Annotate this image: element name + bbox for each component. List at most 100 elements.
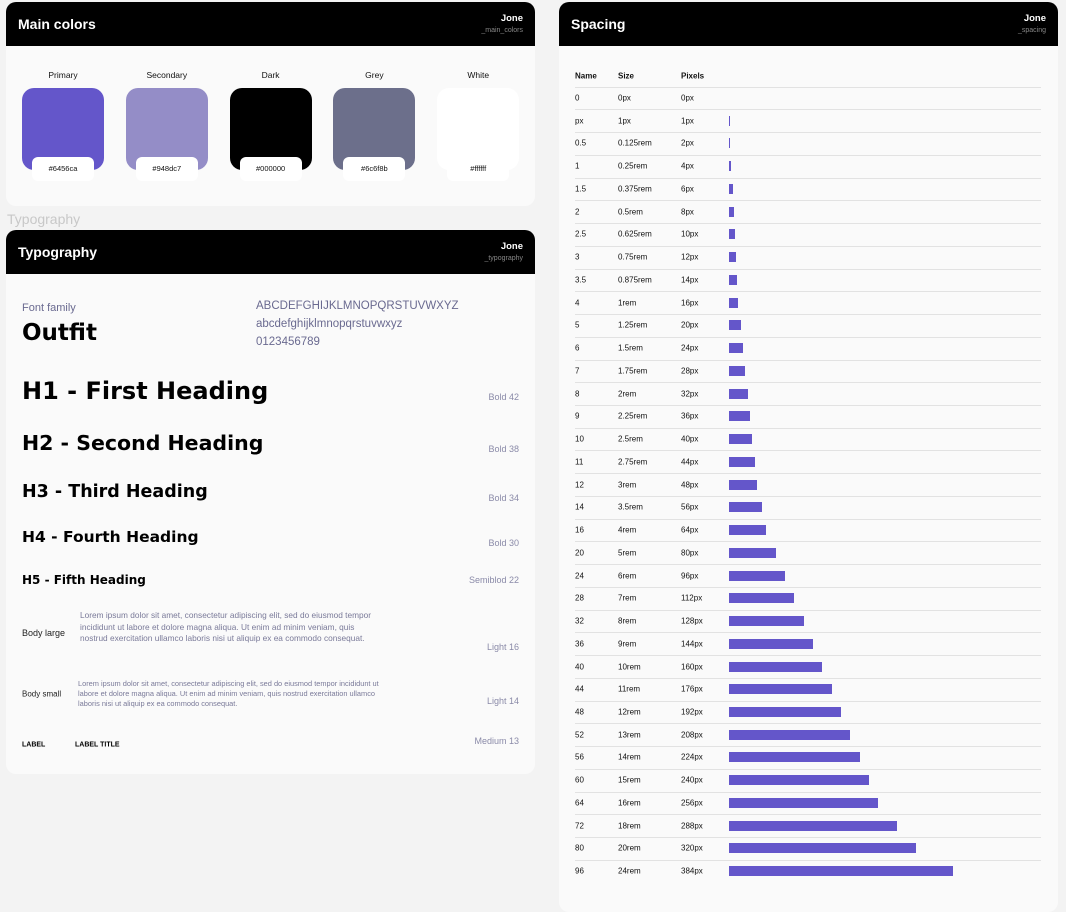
digits: 0123456789 — [256, 336, 320, 348]
swatch-hex: #ffffff — [447, 157, 510, 181]
spacing-bar — [729, 183, 733, 194]
spacing-bar — [729, 866, 953, 877]
section-label: Typography — [7, 211, 81, 227]
cell-name: 12 — [575, 480, 584, 490]
cell-size: 0.375rem — [618, 184, 652, 194]
swatch — [333, 88, 416, 170]
cell-size: 5rem — [618, 548, 637, 558]
cell-pixels: 44px — [681, 457, 699, 467]
cell-name: 24 — [575, 571, 584, 581]
cell-pixels: 6px — [681, 184, 694, 194]
spacing-bar — [729, 797, 879, 808]
cell-size: 1px — [618, 116, 631, 126]
cell-name: 5 — [575, 320, 580, 330]
cell-pixels: 2px — [681, 138, 694, 148]
body-text: Lorem ipsum dolor sit amet, consectetur … — [78, 679, 379, 708]
card-slug: _main_colors — [481, 27, 523, 34]
card-user: Jone — [500, 241, 523, 252]
card-header: Typography Jone _typography — [6, 230, 535, 274]
swatch-hex: #6456ca — [32, 157, 94, 181]
spacing-bar — [729, 388, 748, 399]
spacing-bar — [729, 684, 832, 695]
cell-pixels: 192px — [681, 707, 703, 717]
spacing-bar — [729, 593, 795, 604]
spacing-bar — [729, 229, 735, 240]
spacing-bar — [729, 479, 757, 490]
cell-pixels: 32px — [681, 389, 699, 399]
heading-sample: H1 - First Heading — [22, 377, 269, 405]
cell-pixels: 16px — [681, 298, 699, 308]
cell-size: 0.5rem — [618, 207, 643, 217]
spacing-bar — [729, 320, 741, 331]
cell-pixels: 320px — [681, 843, 703, 853]
font-family-label: Font family — [22, 302, 76, 314]
cell-pixels: 20px — [681, 320, 699, 330]
cell-name: 40 — [575, 662, 584, 671]
cell-size: 2.75rem — [618, 457, 648, 467]
cell-size: 20rem — [618, 843, 641, 853]
cell-pixels: 144px — [681, 639, 703, 649]
cell-name: 3 — [575, 252, 580, 262]
spacing-bar — [729, 206, 734, 217]
swatch-hex: #6c6f8b — [343, 157, 406, 181]
card-slug: _spacing — [1017, 27, 1046, 34]
cell-size: 1.5rem — [618, 343, 643, 353]
cell-size: 3.5rem — [618, 502, 643, 512]
cell-size: 9rem — [618, 639, 637, 649]
cell-pixels: 48px — [681, 480, 699, 490]
card-user: Jone — [1023, 13, 1046, 24]
swatch-hex: #000000 — [239, 157, 302, 181]
cell-name: 2.5 — [575, 229, 587, 239]
typography-card: Typography Jone _typography Font family … — [6, 230, 535, 774]
cell-size: 3rem — [618, 480, 637, 490]
row-divider — [575, 655, 1041, 657]
cell-name: 1.5 — [575, 184, 587, 194]
cell-size: 10rem — [618, 662, 641, 671]
column-header: Pixels — [681, 71, 705, 81]
row-divider — [575, 632, 1041, 634]
spacing-bar — [729, 843, 916, 854]
body-text: Lorem ipsum dolor sit amet, consectetur … — [80, 610, 371, 644]
spacing-bar — [729, 274, 738, 285]
cell-name: 6 — [575, 343, 580, 353]
spacing-bar — [729, 570, 785, 581]
spacing-bar — [729, 252, 736, 263]
cell-pixels: 1px — [681, 116, 694, 126]
heading-sample: H3 - Third Heading — [22, 482, 208, 502]
cell-size: 0.25rem — [618, 161, 648, 171]
cell-pixels: 28px — [681, 366, 699, 376]
row-divider — [575, 586, 1041, 588]
spacing-bar — [729, 729, 851, 740]
cell-pixels: 384px — [681, 866, 703, 876]
swatch — [22, 88, 104, 170]
cell-name: 64 — [575, 798, 584, 808]
cell-name: 52 — [575, 730, 584, 740]
cell-pixels: 288px — [681, 821, 703, 831]
row-divider — [575, 541, 1041, 543]
row-divider — [575, 746, 1041, 748]
cell-size: 0px — [618, 93, 631, 103]
cell-size: 15rem — [618, 775, 641, 785]
cell-size: 8rem — [618, 616, 637, 626]
card-header: Main colors Jone _main_colors — [6, 2, 535, 46]
row-divider — [575, 109, 1041, 111]
label-title-sample: LABEL TITLE — [75, 741, 120, 749]
cell-size: 2.5rem — [618, 434, 643, 444]
cell-name: 20 — [575, 548, 584, 558]
spacing-bar — [729, 343, 743, 354]
cell-size: 0.875rem — [618, 275, 652, 285]
cell-pixels: 64px — [681, 525, 699, 535]
row-divider — [575, 859, 1041, 861]
cell-pixels: 56px — [681, 502, 699, 512]
heading-sample: H5 - Fifth Heading — [22, 573, 146, 587]
row-divider — [575, 404, 1041, 406]
card-user: Jone — [500, 13, 523, 24]
spacing-bar — [729, 706, 841, 717]
swatch — [125, 88, 208, 170]
row-divider — [575, 450, 1041, 452]
row-divider — [575, 518, 1041, 520]
cell-size: 1.75rem — [618, 366, 648, 376]
row-divider — [575, 291, 1041, 293]
card-slug: _typography — [484, 255, 523, 262]
